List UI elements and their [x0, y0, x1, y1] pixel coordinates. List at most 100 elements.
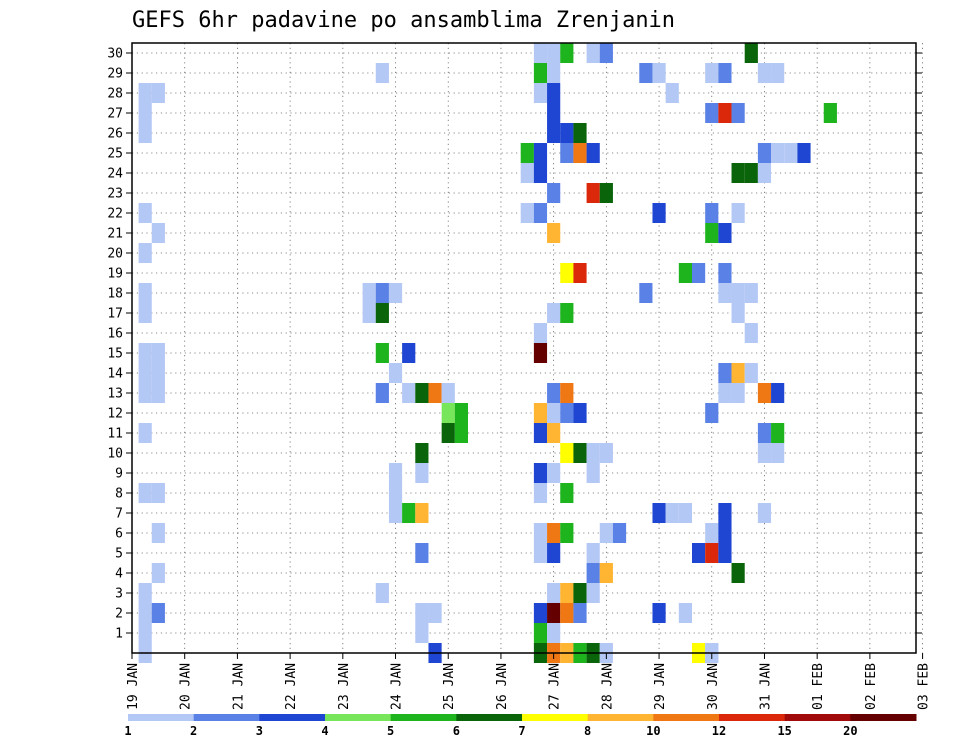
- data-cell: [547, 303, 561, 323]
- data-cell: [599, 183, 613, 203]
- data-cell: [757, 163, 772, 183]
- data-cell: [744, 283, 758, 303]
- data-cell: [533, 343, 548, 363]
- data-cell: [138, 603, 152, 623]
- data-cell: [705, 63, 719, 83]
- y-tick-label: 17: [107, 307, 123, 322]
- data-cell: [388, 503, 403, 523]
- x-tick-label: 03 FEB: [917, 663, 932, 710]
- data-cell: [415, 543, 429, 563]
- y-tick-label: 14: [107, 367, 123, 382]
- data-cell: [547, 183, 561, 203]
- data-cell: [560, 403, 574, 423]
- data-cell: [138, 623, 152, 643]
- x-tick-label: 29 JAN: [653, 663, 668, 710]
- x-tick-label: 01 FEB: [811, 663, 826, 710]
- data-cell: [757, 63, 772, 83]
- data-cell: [771, 443, 785, 463]
- data-cell: [744, 323, 758, 343]
- data-cell: [599, 43, 613, 63]
- colorbar-swatch: [456, 714, 523, 721]
- y-tick-label: 2: [115, 607, 123, 622]
- data-cell: [560, 303, 574, 323]
- y-tick-label: 13: [107, 387, 123, 402]
- data-cell: [586, 443, 600, 463]
- y-tick-label: 6: [115, 527, 123, 542]
- data-cell: [375, 343, 389, 363]
- colorbar-label: 15: [777, 724, 791, 738]
- y-tick-label: 20: [107, 247, 123, 262]
- y-tick-label: 11: [107, 427, 123, 442]
- data-cell: [415, 463, 429, 483]
- x-tick-label: 24 JAN: [390, 663, 405, 710]
- data-cell: [718, 63, 732, 83]
- data-cell: [547, 583, 561, 603]
- colorbar-label: 5: [387, 724, 394, 738]
- colorbar-swatch: [653, 714, 720, 721]
- data-cell: [388, 363, 403, 383]
- colorbar-swatch: [193, 714, 260, 721]
- data-cell: [718, 523, 732, 543]
- data-cell: [402, 503, 416, 523]
- data-cell: [547, 383, 561, 403]
- data-cell: [652, 503, 666, 523]
- y-tick-label: 19: [107, 267, 123, 282]
- data-cell: [692, 263, 706, 283]
- colorbar-label: 3: [256, 724, 263, 738]
- data-cell: [547, 463, 561, 483]
- data-cells: [138, 43, 837, 663]
- data-cell: [533, 543, 548, 563]
- data-cell: [705, 543, 719, 563]
- data-cell: [388, 463, 403, 483]
- y-tick-label: 9: [115, 467, 123, 482]
- x-tick-label: 02 FEB: [864, 663, 879, 710]
- data-cell: [757, 503, 772, 523]
- data-cell: [744, 163, 758, 183]
- x-tick-label: 21 JAN: [231, 663, 246, 710]
- data-cell: [731, 363, 745, 383]
- data-cell: [599, 563, 613, 583]
- data-cell: [138, 283, 152, 303]
- data-cell: [731, 163, 745, 183]
- y-tick-label: 8: [115, 487, 123, 502]
- y-tick-label: 30: [107, 47, 123, 62]
- colorbar-swatch: [325, 714, 392, 721]
- y-tick-label: 28: [107, 87, 123, 102]
- x-tick-label: 28 JAN: [600, 663, 615, 710]
- y-tick-label: 16: [107, 327, 123, 342]
- data-cell: [547, 603, 561, 623]
- data-cell: [586, 543, 600, 563]
- data-cell: [718, 263, 732, 283]
- data-cell: [402, 343, 416, 363]
- data-cell: [138, 103, 152, 123]
- data-cell: [138, 363, 152, 383]
- y-tick-label: 15: [107, 347, 123, 362]
- data-cell: [771, 423, 785, 443]
- data-cell: [362, 283, 376, 303]
- y-tick-label: 12: [107, 407, 123, 422]
- x-tick-label: 19 JAN: [126, 663, 141, 710]
- data-cell: [757, 383, 772, 403]
- y-tick-label: 7: [115, 507, 123, 522]
- data-cell: [138, 383, 152, 403]
- data-cell: [533, 163, 548, 183]
- data-cell: [757, 143, 772, 163]
- data-cell: [612, 523, 627, 543]
- data-cell: [138, 483, 152, 503]
- data-cell: [428, 603, 442, 623]
- data-cell: [705, 403, 719, 423]
- colorbar-swatch: [259, 714, 326, 721]
- data-cell: [415, 603, 429, 623]
- colorbar-swatch: [522, 714, 589, 721]
- x-tick-label: 27 JAN: [548, 663, 563, 710]
- data-cell: [547, 63, 561, 83]
- y-tick-label: 1: [115, 627, 123, 642]
- data-cell: [547, 623, 561, 643]
- data-cell: [718, 223, 732, 243]
- data-cell: [731, 203, 745, 223]
- data-cell: [678, 603, 692, 623]
- data-cell: [705, 223, 719, 243]
- data-cell: [138, 423, 152, 443]
- y-tick-label: 3: [115, 587, 123, 602]
- data-cell: [388, 283, 403, 303]
